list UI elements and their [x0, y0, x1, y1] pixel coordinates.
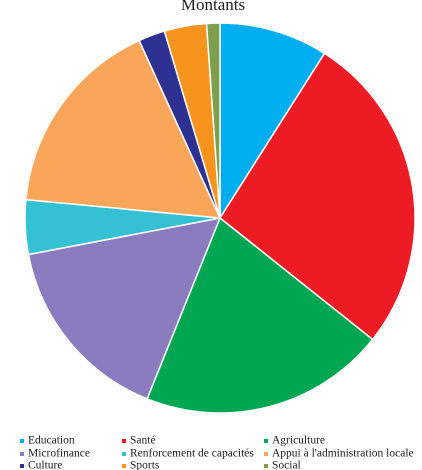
- legend-label: Social: [272, 460, 301, 470]
- pie-slice: [27, 217, 222, 400]
- legend-label: Santé: [130, 435, 156, 447]
- legend-label: Renforcement de capacités: [130, 448, 254, 460]
- pie-slice: [219, 52, 416, 341]
- legend-label: Microfinance: [28, 448, 90, 460]
- legend-marker: [264, 452, 268, 456]
- legend-marker: [264, 464, 268, 468]
- legend-marker: [122, 452, 126, 456]
- legend-marker: [20, 452, 24, 456]
- pie-slice: [205, 22, 221, 219]
- legend-marker: [20, 439, 24, 443]
- chart-title: Montants: [181, 0, 245, 14]
- legend-marker: [122, 439, 126, 443]
- legend-label: Appui à l'administration locale: [272, 448, 414, 460]
- legend-label: Sports: [130, 460, 160, 470]
- legend-marker: [20, 464, 24, 468]
- legend-label: Education: [28, 435, 75, 447]
- pie-slice: [25, 39, 222, 219]
- pie-slice: [219, 22, 326, 221]
- pie-slice: [146, 216, 374, 414]
- legend-label: Culture: [28, 460, 63, 470]
- legend-marker: [122, 464, 126, 468]
- legend-marker: [264, 439, 268, 443]
- legend-label: Agriculture: [272, 435, 325, 447]
